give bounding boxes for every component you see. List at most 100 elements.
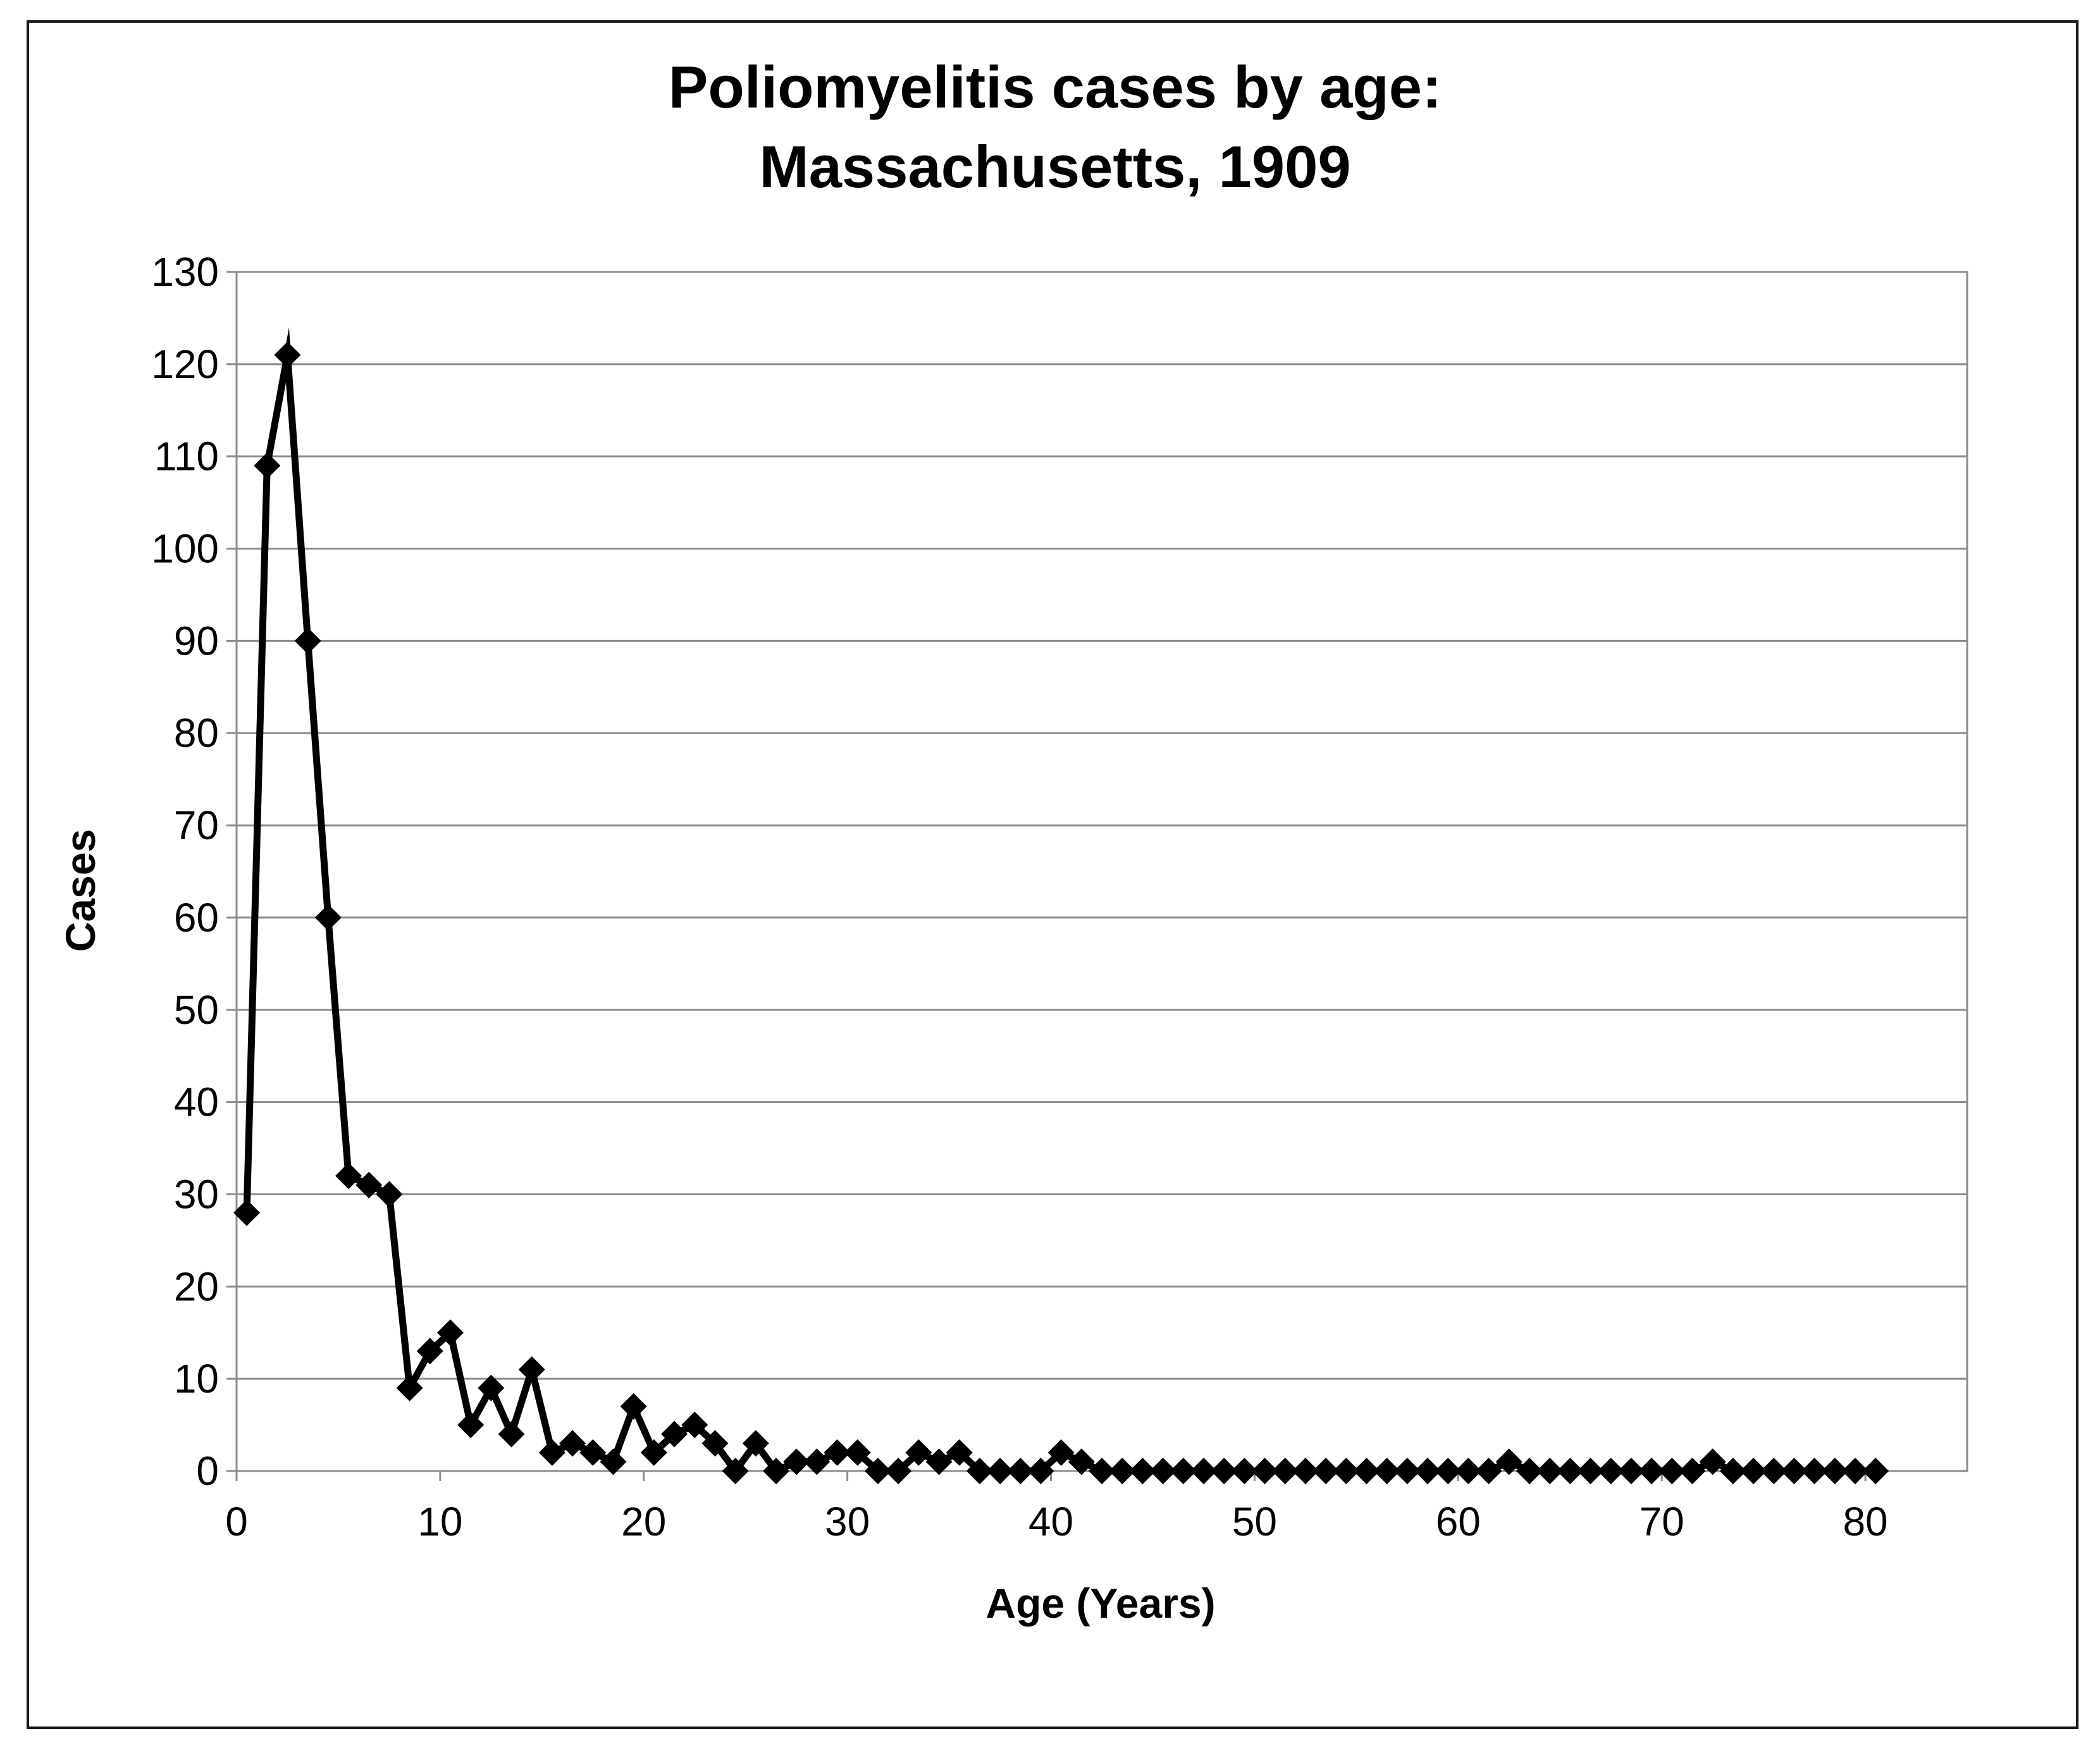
data-point-age-17.5 [579, 1439, 607, 1466]
data-point-age-31.5 [864, 1458, 891, 1484]
data-point-age-0.5 [233, 1199, 261, 1226]
chart-title-line-1: Poliomyelitis cases by age: [669, 54, 1442, 120]
data-point-age-25.5 [742, 1430, 769, 1457]
x-tick-label-70: 70 [1640, 1499, 1684, 1544]
x-tick-label-10: 10 [417, 1499, 462, 1544]
data-point-age-11.5 [457, 1412, 485, 1439]
data-point-age-8.5 [396, 1374, 423, 1401]
y-tick-label-20: 20 [174, 1264, 219, 1309]
data-point-age-32.5 [885, 1458, 912, 1484]
data-point-age-73.5 [1719, 1458, 1746, 1484]
y-tick-label-80: 80 [174, 710, 219, 756]
data-point-age-26.5 [762, 1458, 789, 1484]
data-point-age-69.5 [1638, 1458, 1665, 1484]
data-point-age-6.5 [355, 1171, 383, 1198]
data-point-age-52.5 [1292, 1458, 1319, 1484]
data-point-age-39.5 [1027, 1458, 1054, 1484]
data-point-age-77.5 [1801, 1458, 1828, 1484]
data-point-age-53.5 [1312, 1458, 1340, 1484]
y-tick-label-0: 0 [196, 1448, 219, 1494]
y-tick-label-40: 40 [174, 1080, 219, 1125]
data-point-age-56.5 [1373, 1458, 1400, 1484]
data-point-age-20.5 [640, 1439, 667, 1466]
y-tick-label-110: 110 [154, 434, 219, 479]
data-point-age-59.5 [1435, 1458, 1462, 1484]
data-point-age-9.5 [416, 1338, 443, 1365]
data-point-age-18.5 [600, 1448, 627, 1475]
data-point-age-68.5 [1617, 1458, 1645, 1484]
data-point-age-66.5 [1577, 1458, 1604, 1484]
y-tick-label-60: 60 [174, 895, 219, 940]
data-point-age-7.5 [376, 1181, 403, 1208]
data-point-age-29.5 [824, 1439, 851, 1466]
y-axis-title: Cases [57, 829, 104, 952]
y-tick-label-100: 100 [151, 526, 219, 572]
data-point-age-48.5 [1211, 1458, 1238, 1484]
data-point-age-64.5 [1536, 1458, 1564, 1484]
y-tick-label-130: 130 [151, 249, 219, 295]
y-tick-label-120: 120 [151, 342, 219, 387]
data-point-age-45.5 [1149, 1458, 1177, 1484]
data-point-age-75.5 [1760, 1458, 1788, 1484]
data-point-age-70.5 [1658, 1458, 1686, 1484]
data-point-age-10.5 [436, 1319, 464, 1346]
data-point-age-57.5 [1393, 1458, 1421, 1484]
data-point-age-27.5 [783, 1448, 810, 1475]
y-tick-label-90: 90 [174, 618, 219, 663]
chart-title: Poliomyelitis cases by age: Massachusett… [669, 54, 1442, 200]
data-point-age-41.5 [1068, 1448, 1095, 1475]
gridlines [237, 271, 1967, 1472]
data-point-age-71.5 [1679, 1458, 1706, 1484]
data-point-age-16.5 [559, 1430, 586, 1457]
x-axis-title: Age (Years) [985, 1580, 1215, 1627]
data-point-age-50.5 [1251, 1458, 1278, 1484]
data-point-age-54.5 [1333, 1458, 1360, 1484]
data-point-age-61.5 [1475, 1458, 1502, 1484]
data-point-age-43.5 [1109, 1458, 1136, 1484]
data-point-age-60.5 [1455, 1458, 1482, 1484]
data-point-age-58.5 [1414, 1458, 1442, 1484]
data-point-age-80.5 [1862, 1458, 1889, 1484]
data-point-age-2.5 [274, 342, 301, 369]
data-point-age-40.5 [1047, 1439, 1075, 1466]
data-point-age-51.5 [1271, 1458, 1299, 1484]
data-point-age-19.5 [620, 1393, 647, 1420]
data-point-age-1.5 [254, 452, 281, 479]
data-point-age-15.5 [538, 1439, 565, 1466]
data-point-age-23.5 [701, 1430, 729, 1457]
data-point-age-63.5 [1516, 1458, 1543, 1484]
y-tick-label-10: 10 [174, 1356, 219, 1401]
x-tick-label-60: 60 [1436, 1499, 1481, 1544]
data-point-age-37.5 [987, 1458, 1014, 1484]
x-tick-label-80: 80 [1843, 1499, 1887, 1544]
data-point-age-47.5 [1190, 1458, 1217, 1484]
y-axis-ticks: 0 10 20 30 40 50 60 70 80 90 100 110 120 130 [151, 249, 237, 1494]
data-point-age-38.5 [1007, 1458, 1034, 1484]
x-axis-ticks: 0 10 20 30 40 50 60 70 80 [225, 1471, 1888, 1544]
data-point-age-55.5 [1353, 1458, 1380, 1484]
x-tick-label-50: 50 [1232, 1499, 1277, 1544]
data-point-age-62.5 [1495, 1448, 1522, 1475]
data-point-age-74.5 [1740, 1458, 1767, 1484]
data-point-age-36.5 [966, 1458, 993, 1484]
data-point-age-22.5 [681, 1412, 708, 1439]
data-point-age-46.5 [1170, 1458, 1197, 1484]
data-point-age-49.5 [1231, 1458, 1258, 1484]
data-point-age-44.5 [1129, 1458, 1156, 1484]
data-point-age-3.5 [294, 627, 321, 655]
x-tick-label-0: 0 [225, 1499, 248, 1544]
data-point-age-79.5 [1841, 1458, 1868, 1484]
data-point-age-4.5 [314, 904, 342, 931]
data-point-age-76.5 [1781, 1458, 1808, 1484]
y-tick-label-70: 70 [174, 803, 219, 848]
data-point-age-72.5 [1699, 1448, 1726, 1475]
data-point-age-42.5 [1089, 1458, 1115, 1484]
x-tick-label-40: 40 [1028, 1499, 1073, 1544]
data-point-age-65.5 [1557, 1458, 1584, 1484]
y-tick-label-50: 50 [174, 987, 219, 1033]
x-tick-label-20: 20 [621, 1499, 666, 1544]
chart-frame [27, 20, 2078, 1729]
data-point-age-33.5 [905, 1439, 932, 1466]
data-point-age-30.5 [844, 1439, 871, 1466]
